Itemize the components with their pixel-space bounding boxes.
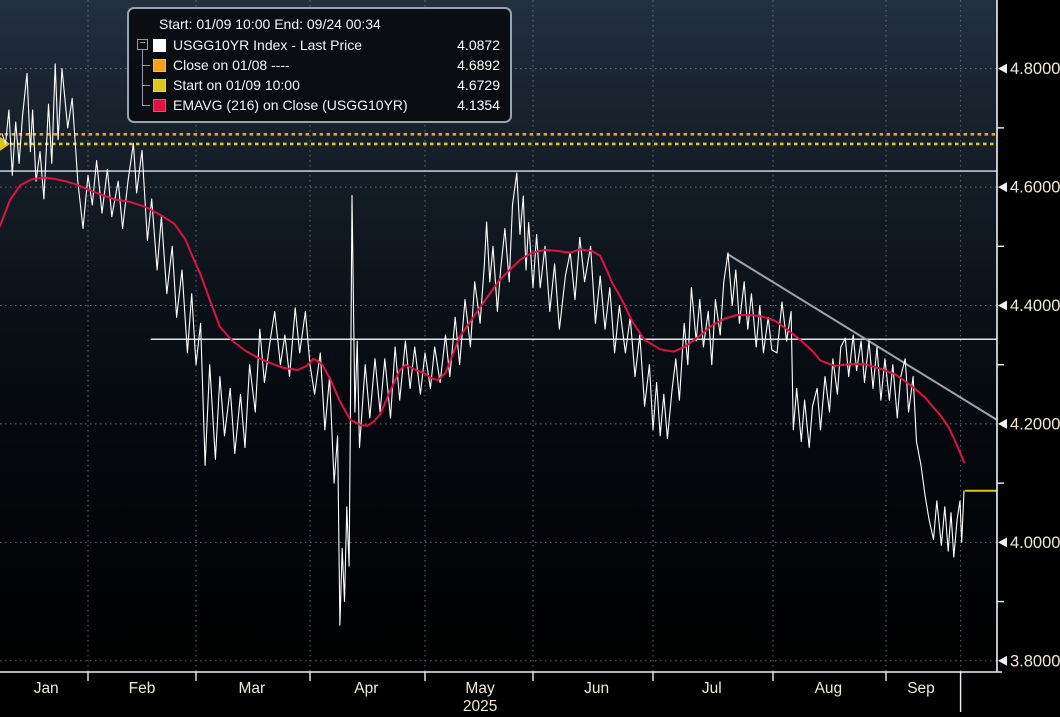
x-month-label: Apr xyxy=(354,680,378,697)
legend-label: Close on 01/08 ---- xyxy=(173,57,290,73)
y-tick-label: 4.6000 xyxy=(1010,179,1060,197)
y-tick-arrow-icon xyxy=(998,63,1007,74)
legend-item-start[interactable]: Start on 01/09 10:00 4.6729 xyxy=(137,69,500,95)
x-month-label: Feb xyxy=(129,680,156,697)
y-tick-arrow-icon xyxy=(998,655,1007,666)
start-line-swatch-icon xyxy=(153,78,166,92)
y-tick-label: 4.0000 xyxy=(1010,534,1060,552)
tree-branch-icon xyxy=(137,69,153,95)
y-tick-label: 4.4000 xyxy=(1010,297,1060,315)
legend-value: 4.0872 xyxy=(457,37,500,53)
legend-label: USGG10YR Index - Last Price xyxy=(173,37,363,53)
legend-item-emavg[interactable]: EMAVG (216) on Close (USGG10YR) 4.1354 xyxy=(137,89,500,115)
ema-line xyxy=(0,176,965,464)
y-tick-label: 3.8000 xyxy=(1010,652,1060,670)
x-month-label: Jun xyxy=(584,680,609,697)
y-tick-arrow-icon xyxy=(998,182,1007,193)
legend-label: EMAVG (216) on Close (USGG10YR) xyxy=(173,97,408,113)
last-price-swatch-icon xyxy=(153,38,166,52)
y-tick-label: 4.8000 xyxy=(1010,60,1060,78)
x-month-label: May xyxy=(465,680,495,697)
legend-value: 4.6892 xyxy=(457,57,500,73)
trend-line xyxy=(726,253,998,421)
legend-item-close[interactable]: Close on 01/08 ---- 4.6892 xyxy=(137,49,500,75)
x-month-label: Aug xyxy=(815,680,843,697)
legend-value: 4.1354 xyxy=(457,97,500,113)
tree-branch-icon xyxy=(137,89,153,115)
x-month-label: Jan xyxy=(34,680,59,697)
emavg-swatch-icon xyxy=(153,98,166,112)
legend-tree-column: − xyxy=(137,35,153,55)
y-tick-arrow-icon xyxy=(998,418,1007,429)
x-month-label: Sep xyxy=(907,680,935,697)
legend-label: Start on 01/09 10:00 xyxy=(173,77,300,93)
legend-value: 4.6729 xyxy=(457,77,500,93)
y-tick-arrow-icon xyxy=(998,300,1007,311)
tree-branch-icon xyxy=(137,49,153,75)
price-line xyxy=(1,63,965,626)
chart-legend: Start: 01/09 10:00 End: 09/24 00:34 − US… xyxy=(127,7,512,123)
x-month-label: Mar xyxy=(239,680,266,697)
x-month-label: Jul xyxy=(702,680,722,697)
y-tick-label: 4.2000 xyxy=(1010,415,1060,433)
close-line-swatch-icon xyxy=(153,58,166,72)
x-year-label: 2025 xyxy=(463,698,497,715)
legend-date-range: Start: 01/09 10:00 End: 09/24 00:34 xyxy=(159,16,381,32)
legend-item-last-price[interactable]: − USGG10YR Index - Last Price 4.0872 xyxy=(137,35,500,55)
y-tick-arrow-icon xyxy=(998,537,1007,548)
